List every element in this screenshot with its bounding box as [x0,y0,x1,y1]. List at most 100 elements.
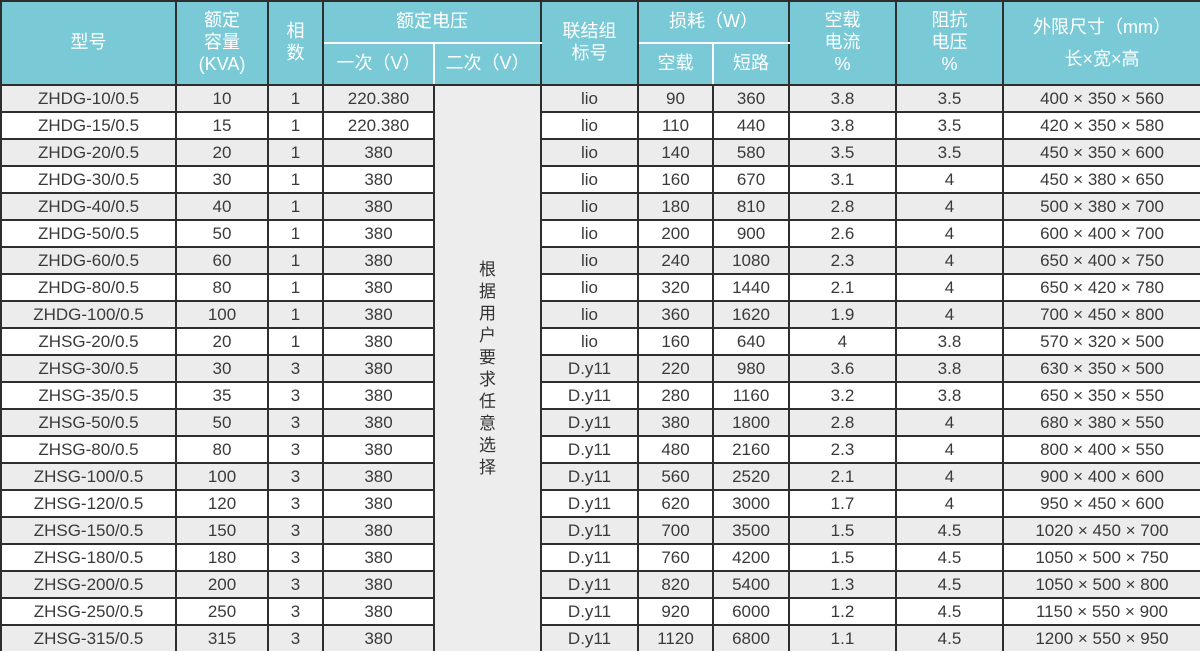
cell-no-load-w: 1120 [637,624,714,651]
table-row: ZHSG-80/0.5 80 3 380 D.y11 480 2160 2.3 4 800 × 4… [0,435,1200,464]
cell-phases: 3 [267,597,324,626]
cell-short-circuit-w: 5400 [712,570,790,599]
cell-capacity: 10 [175,84,269,113]
cell-impedance-pct: 4.5 [895,516,1004,545]
cell-dimensions: 570 × 320 × 500 [1002,327,1200,356]
cell-primary-v: 380 [322,489,435,518]
cell-impedance-pct: 4 [895,219,1004,248]
cell-model: ZHSG-315/0.5 [0,624,177,651]
cell-capacity: 120 [175,489,269,518]
cell-model: ZHSG-20/0.5 [0,327,177,356]
cell-primary-v: 380 [322,516,435,545]
cell-no-load-w: 200 [637,219,714,248]
table-row: ZHDG-80/0.5 80 1 380 lio 320 1440 2.1 4 650 × 420… [0,273,1200,302]
cell-connection: D.y11 [540,624,639,651]
cell-no-load-current-pct: 4 [788,327,897,356]
cell-no-load-current-pct: 1.1 [788,624,897,651]
cell-phases: 3 [267,489,324,518]
cell-phases: 1 [267,111,324,140]
cell-impedance-pct: 3.8 [895,381,1004,410]
cell-model: ZHSG-35/0.5 [0,381,177,410]
cell-impedance-pct: 3.5 [895,84,1004,113]
cell-short-circuit-w: 6000 [712,597,790,626]
cell-capacity: 30 [175,354,269,383]
cell-phases: 1 [267,219,324,248]
cell-capacity: 40 [175,192,269,221]
cell-phases: 1 [267,246,324,275]
cell-no-load-current-pct: 2.8 [788,192,897,221]
cell-connection: D.y11 [540,381,639,410]
cell-no-load-current-pct: 3.2 [788,381,897,410]
cell-model: ZHDG-40/0.5 [0,192,177,221]
cell-capacity: 20 [175,327,269,356]
cell-connection: D.y11 [540,462,639,491]
cell-connection: lio [540,138,639,167]
cell-dimensions: 650 × 420 × 780 [1002,273,1200,302]
cell-short-circuit-w: 6800 [712,624,790,651]
table-row: ZHSG-30/0.5 30 3 380 D.y11 220 980 3.6 3.8 630 × … [0,354,1200,383]
cell-connection: D.y11 [540,408,639,437]
cell-phases: 1 [267,84,324,113]
table-row: ZHSG-180/0.5 180 3 380 D.y11 760 4200 1.5 4.5 105… [0,543,1200,572]
cell-primary-v: 380 [322,570,435,599]
header-loss: 损耗（W） [637,0,790,44]
table-row: ZHDG-60/0.5 60 1 380 lio 240 1080 2.3 4 650 × 400… [0,246,1200,275]
cell-model: ZHSG-30/0.5 [0,354,177,383]
cell-capacity: 80 [175,273,269,302]
cell-dimensions: 400 × 350 × 560 [1002,84,1200,113]
table-row: ZHDG-30/0.5 30 1 380 lio 160 670 3.1 4 450 × 380 … [0,165,1200,194]
cell-no-load-w: 560 [637,462,714,491]
header-phases: 相 数 [267,0,324,86]
cell-capacity: 30 [175,165,269,194]
cell-impedance-pct: 4 [895,192,1004,221]
cell-no-load-current-pct: 1.9 [788,300,897,329]
cell-no-load-current-pct: 2.3 [788,435,897,464]
cell-model: ZHSG-150/0.5 [0,516,177,545]
table-row: ZHSG-200/0.5 200 3 380 D.y11 820 5400 1.3 4.5 105… [0,570,1200,599]
cell-impedance-pct: 4.5 [895,570,1004,599]
header-dimensions: 外限尺寸（mm） 长×宽×高 [1002,0,1200,86]
cell-no-load-current-pct: 3.5 [788,138,897,167]
cell-connection: lio [540,327,639,356]
cell-model: ZHSG-120/0.5 [0,489,177,518]
cell-phases: 3 [267,408,324,437]
table-row: ZHSG-250/0.5 250 3 380 D.y11 920 6000 1.2 4.5 115… [0,597,1200,626]
table-row: ZHSG-120/0.5 120 3 380 D.y11 620 3000 1.7 4 950 ×… [0,489,1200,518]
cell-dimensions: 630 × 350 × 500 [1002,354,1200,383]
cell-short-circuit-w: 1440 [712,273,790,302]
cell-no-load-current-pct: 3.8 [788,111,897,140]
cell-no-load-current-pct: 2.1 [788,462,897,491]
table-row: ZHDG-20/0.5 20 1 380 lio 140 580 3.5 3.5 450 × 35… [0,138,1200,167]
cell-no-load-current-pct: 1.3 [788,570,897,599]
cell-primary-v: 380 [322,408,435,437]
cell-capacity: 200 [175,570,269,599]
cell-phases: 3 [267,462,324,491]
cell-capacity: 315 [175,624,269,651]
cell-capacity: 100 [175,300,269,329]
cell-connection: D.y11 [540,543,639,572]
cell-connection: lio [540,84,639,113]
table-row: ZHSG-20/0.5 20 1 380 lio 160 640 4 3.8 570 × 320 … [0,327,1200,356]
cell-connection: lio [540,165,639,194]
cell-capacity: 60 [175,246,269,275]
cell-impedance-pct: 4 [895,462,1004,491]
header-primary-voltage: 一次（V） [322,42,435,86]
cell-model: ZHSG-200/0.5 [0,570,177,599]
cell-dimensions: 1020 × 450 × 700 [1002,516,1200,545]
cell-phases: 1 [267,300,324,329]
table-row: ZHSG-100/0.5 100 3 380 D.y11 560 2520 2.1 4 900 ×… [0,462,1200,491]
cell-phases: 1 [267,138,324,167]
header-short-circuit: 短路 [712,42,790,86]
cell-capacity: 35 [175,381,269,410]
cell-model: ZHSG-80/0.5 [0,435,177,464]
cell-primary-v: 220.380 [322,84,435,113]
cell-impedance-pct: 4.5 [895,543,1004,572]
secondary-voltage-merged-cell: 根据用户要求任意选择 [433,84,542,651]
cell-phases: 3 [267,624,324,651]
cell-no-load-w: 90 [637,84,714,113]
cell-primary-v: 380 [322,462,435,491]
cell-capacity: 20 [175,138,269,167]
cell-dimensions: 1050 × 500 × 800 [1002,570,1200,599]
cell-dimensions: 800 × 400 × 550 [1002,435,1200,464]
cell-dimensions: 950 × 450 × 600 [1002,489,1200,518]
